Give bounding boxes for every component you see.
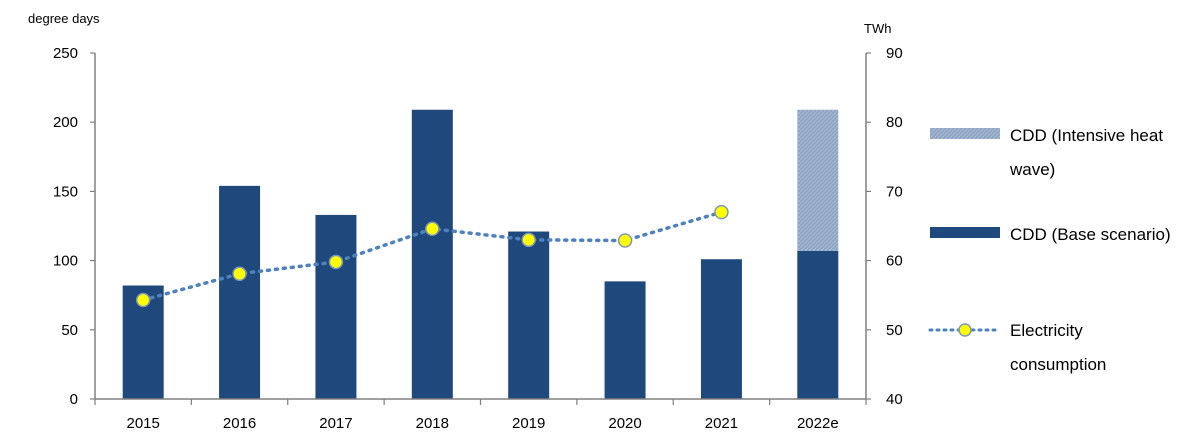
point-electricity-2017 [328, 254, 344, 270]
x-tick-label: 2022e [797, 415, 839, 432]
right-tick-label: 40 [886, 391, 903, 408]
point-electricity-2016 [232, 266, 247, 281]
left-axis-ticks: 0 50 100 150 200 250 [53, 45, 95, 408]
bar-heatwave-2022e [797, 109, 839, 251]
right-tick-label: 60 [886, 253, 903, 270]
x-tick-label: 2019 [512, 415, 545, 432]
right-axis-label: TWh [864, 21, 891, 36]
legend-item-intensive-heat-wave: CDD (Intensive heat wave) [930, 126, 1163, 179]
x-tick-label: 2020 [608, 415, 641, 432]
point-electricity-2020 [617, 233, 633, 248]
right-tick-label: 50 [886, 322, 903, 339]
left-axis-label: degree days [28, 11, 100, 26]
bar-base-2021 [700, 259, 742, 399]
right-tick-label: 90 [886, 45, 903, 62]
legend-label-electricity-consumption: Electricity [1010, 321, 1083, 340]
point-electricity-2018 [425, 221, 440, 237]
legend-label-intensive-heat-wave: CDD (Intensive heat [1010, 126, 1163, 145]
legend: CDD (Intensive heat wave) CDD (Base scen… [928, 126, 1171, 374]
legend-marker-electricity-consumption [958, 323, 972, 337]
x-tick-label: 2021 [705, 415, 738, 432]
x-axis-ticks: 2015 2016 2017 2018 2019 2020 2021 2022e [94, 399, 867, 432]
bar-base-2020 [604, 281, 646, 399]
bar-base-2022e [797, 250, 839, 399]
left-tick-label: 150 [53, 183, 78, 200]
x-tick-label: 2015 [127, 415, 160, 432]
bar-base-2018 [411, 109, 453, 399]
point-electricity-2021 [714, 204, 729, 220]
bar-base-2017 [315, 214, 357, 399]
legend-item-electricity-consumption: Electricity consumption [928, 321, 1106, 374]
legend-label-base-scenario: CDD (Base scenario) [1010, 225, 1171, 244]
right-axis-ticks: 40 50 60 70 80 90 [866, 45, 903, 408]
left-tick-label: 200 [53, 114, 78, 131]
x-tick-label: 2016 [223, 415, 256, 432]
right-tick-label: 70 [886, 183, 903, 200]
left-tick-label: 100 [53, 253, 78, 270]
bar-base-2019 [508, 231, 550, 399]
legend-label-intensive-heat-wave-line2: wave) [1009, 160, 1055, 179]
left-tick-label: 250 [53, 45, 78, 62]
right-tick-label: 80 [886, 114, 903, 131]
line-layer [135, 204, 729, 308]
left-tick-label: 50 [61, 322, 78, 339]
bar-base-2016 [219, 185, 261, 399]
legend-swatch-intensive-heat-wave [930, 128, 1000, 139]
left-tick-label: 0 [70, 391, 78, 408]
bars [122, 109, 839, 399]
legend-swatch-base-scenario [930, 227, 1000, 238]
point-electricity-2015 [135, 292, 151, 308]
x-tick-label: 2017 [319, 415, 352, 432]
legend-label-electricity-consumption-line2: consumption [1010, 355, 1106, 374]
point-electricity-2019 [521, 232, 536, 248]
x-tick-label: 2018 [416, 415, 449, 432]
legend-item-base-scenario: CDD (Base scenario) [930, 225, 1171, 244]
